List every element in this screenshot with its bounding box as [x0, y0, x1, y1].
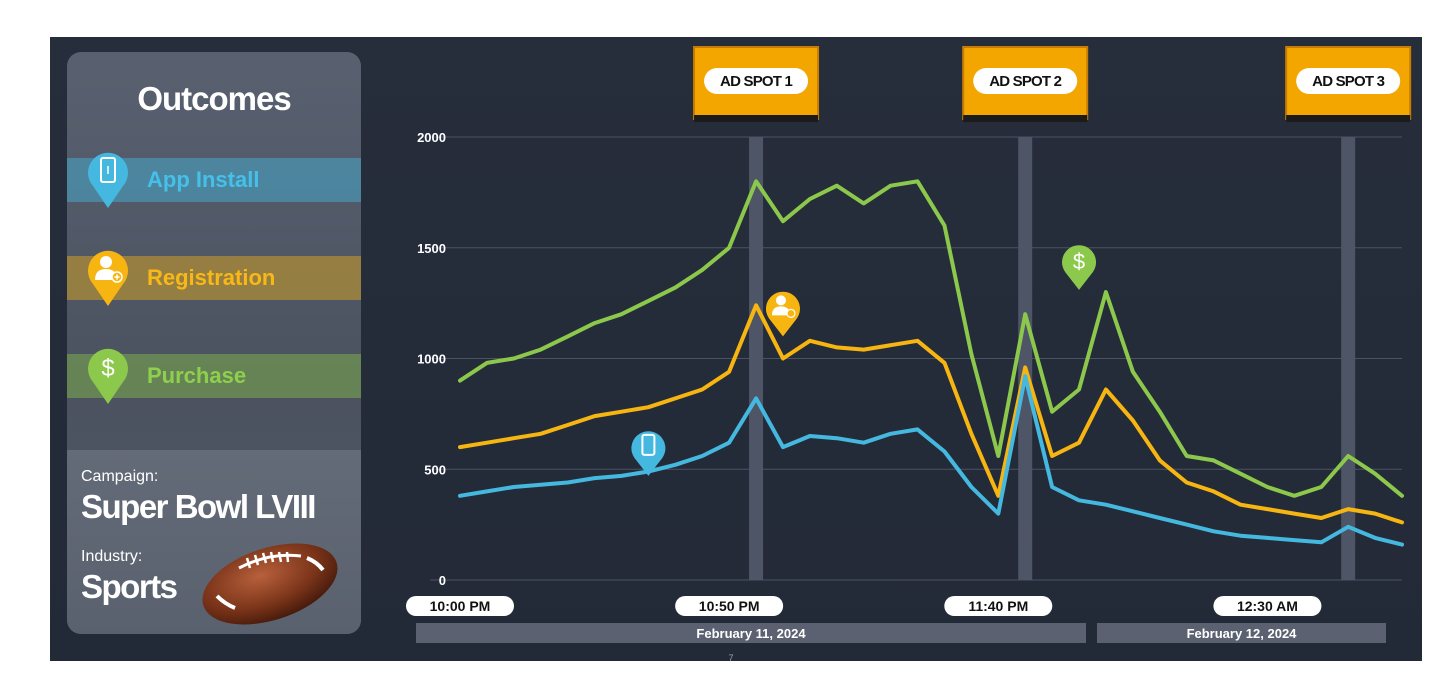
legend-purchase-label: Purchase	[147, 363, 247, 388]
legend-registration-label: Registration	[147, 265, 276, 290]
dashboard-canvas: Outcomes App Install Registration Purcha…	[50, 37, 1422, 661]
outcomes-chart: 0 500 1000 1500 2000 $ 10:00 PM 10:50 PM 11:40…	[406, 46, 1412, 661]
x-tick-label: 12:30 AM	[1237, 598, 1298, 614]
phone-icon	[88, 152, 128, 208]
user-add-icon	[765, 291, 800, 337]
dollar-icon: $	[1062, 245, 1097, 290]
industry-label: Industry:	[81, 548, 143, 565]
y-tick-label: 1000	[417, 352, 446, 367]
ad-spot-sign: AD SPOT 1	[693, 46, 820, 122]
user-body	[771, 306, 790, 316]
user-add-icon	[88, 250, 128, 306]
x-tick-label: 10:00 PM	[430, 598, 491, 614]
ad-spot-bar	[1018, 137, 1033, 580]
outcomes-panel: Outcomes App Install Registration Purcha…	[67, 52, 361, 634]
ad-spot-stand	[694, 115, 819, 122]
marker-pin	[631, 431, 666, 476]
y-tick-label: 2000	[417, 130, 446, 145]
phone-shape	[641, 433, 656, 456]
date-bar	[416, 623, 1086, 643]
ad-spot-stand	[963, 115, 1088, 122]
series-line-purchase	[458, 179, 1404, 498]
y-tick-label: 500	[424, 462, 446, 477]
page-number: 7	[728, 653, 733, 661]
dollar-icon: $	[88, 348, 128, 404]
x-tick-pill	[1213, 596, 1322, 616]
ad-spot-sign: AD SPOT 3	[1285, 46, 1412, 122]
ad-spot-pill	[704, 68, 809, 94]
date-label: February 12, 2024	[1187, 626, 1298, 641]
plus-badge	[786, 308, 796, 318]
date-label: February 11, 2024	[696, 626, 806, 641]
campaign-info: Campaign: Super Bowl LVIII Industry: Spo…	[67, 450, 361, 634]
ad-spot-label: AD SPOT 3	[1312, 73, 1384, 90]
ad-spot-label: AD SPOT 2	[989, 73, 1061, 90]
x-tick-pill	[944, 596, 1053, 616]
svg-text:$: $	[101, 355, 114, 382]
campaign-label: Campaign:	[81, 468, 159, 485]
ad-spot-stand	[1286, 115, 1411, 122]
outcomes-title: Outcomes	[137, 80, 291, 117]
ad-spot-sign: AD SPOT 2	[962, 46, 1089, 122]
date-bar	[1097, 623, 1386, 643]
x-tick-label: 10:50 PM	[699, 598, 760, 614]
x-tick-pill	[675, 596, 784, 616]
series-line-app-install	[458, 374, 1404, 547]
x-tick-label: 11:40 PM	[968, 598, 1028, 614]
campaign-name: Super Bowl LVIII	[81, 488, 316, 525]
series-line-registration	[458, 303, 1404, 525]
ad-spot-bar	[749, 137, 764, 580]
legend-app-install-label: App Install	[147, 167, 260, 192]
x-tick-pill	[406, 596, 514, 616]
phone-icon	[631, 431, 666, 476]
ad-spot-pill	[1296, 68, 1401, 94]
industry-name: Sports	[81, 568, 178, 605]
football-icon	[202, 543, 338, 625]
user-head	[775, 295, 786, 306]
dollar-glyph: $	[1073, 249, 1085, 274]
y-tick-label: 0	[439, 573, 446, 588]
marker-pin	[1062, 245, 1097, 290]
ad-spot-label: AD SPOT 1	[720, 73, 792, 90]
ad-spot-bar	[1341, 137, 1356, 580]
y-tick-label: 1500	[417, 241, 446, 256]
ad-spot-pill	[973, 68, 1078, 94]
